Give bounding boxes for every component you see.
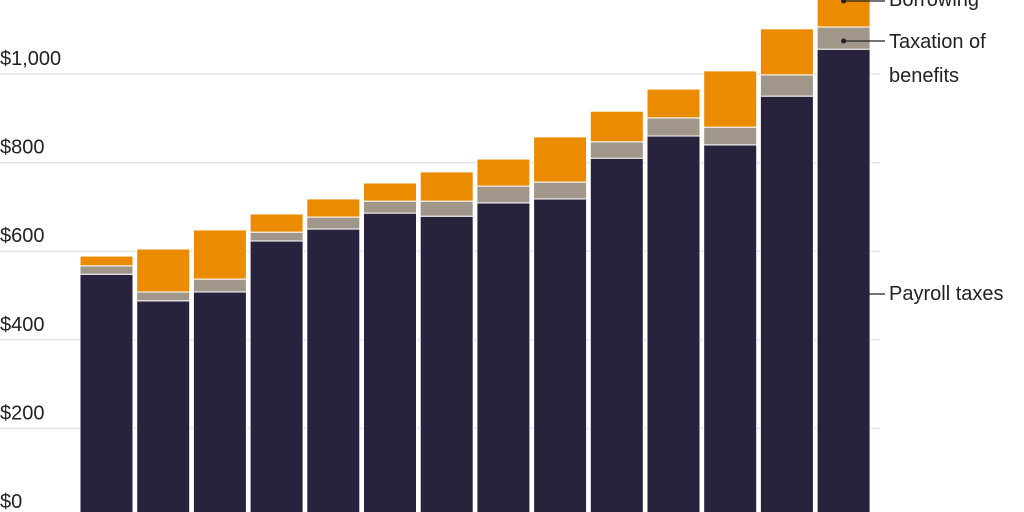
bar-taxation-of-benefits — [816, 26, 871, 50]
bar-borrowing — [816, 0, 871, 28]
legend-borrowing: Borrowing — [889, 0, 979, 11]
bar-payroll-taxes — [419, 215, 474, 512]
legend-payroll-taxes: Payroll taxes — [889, 283, 1004, 305]
bar-borrowing — [703, 70, 758, 128]
y-tick-label: $400 — [0, 314, 45, 336]
bar-taxation-of-benefits — [79, 265, 134, 275]
bar-borrowing — [589, 110, 644, 143]
legend-taxation-line1: Taxation of — [889, 31, 986, 53]
bar-payroll-taxes — [476, 202, 531, 512]
bar-taxation-of-benefits — [136, 291, 191, 302]
bar-payroll-taxes — [703, 144, 758, 512]
bar-borrowing — [306, 198, 361, 218]
leader-dot-taxation — [841, 38, 847, 44]
y-tick-label: $600 — [0, 225, 45, 247]
bar-borrowing — [533, 136, 588, 183]
leader-dot-borrowing — [841, 0, 847, 4]
bar-payroll-taxes — [646, 135, 701, 512]
bar-borrowing — [476, 158, 531, 187]
bar-payroll-taxes — [136, 300, 191, 512]
bar-borrowing — [249, 213, 304, 233]
bars — [79, 0, 871, 512]
legend-leader-lines — [841, 0, 885, 295]
bar-payroll-taxes — [533, 198, 588, 512]
y-tick-label: $1,000 — [0, 48, 61, 70]
bar-borrowing — [79, 255, 134, 267]
y-tick-label: $800 — [0, 137, 45, 159]
legend-taxation-line2: benefits — [889, 65, 959, 87]
bar-taxation-of-benefits — [306, 216, 361, 230]
bar-borrowing — [646, 88, 701, 119]
bar-taxation-of-benefits — [419, 200, 474, 217]
bar-taxation-of-benefits — [363, 200, 417, 214]
bar-borrowing — [363, 182, 417, 202]
y-axis-labels: $0 $200 $400 $600 $800 $1,000 — [0, 48, 61, 512]
bar-taxation-of-benefits — [703, 126, 758, 146]
bar-taxation-of-benefits — [646, 117, 701, 137]
bar-payroll-taxes — [79, 273, 134, 512]
bar-payroll-taxes — [363, 212, 417, 512]
bar-payroll-taxes — [759, 95, 814, 512]
bar-taxation-of-benefits — [759, 74, 814, 97]
bar-taxation-of-benefits — [249, 231, 304, 242]
bar-payroll-taxes — [306, 228, 361, 512]
y-tick-label: $0 — [0, 491, 22, 512]
bar-payroll-taxes — [816, 48, 871, 512]
bar-payroll-taxes — [192, 291, 247, 512]
bar-borrowing — [419, 171, 474, 202]
bar-payroll-taxes — [249, 240, 304, 512]
bar-taxation-of-benefits — [476, 185, 531, 204]
y-tick-label: $200 — [0, 402, 45, 424]
bar-borrowing — [759, 28, 814, 76]
bar-taxation-of-benefits — [589, 141, 644, 159]
bar-taxation-of-benefits — [533, 181, 588, 200]
bar-borrowing — [192, 229, 247, 280]
bar-payroll-taxes — [589, 157, 644, 512]
bar-taxation-of-benefits — [192, 278, 247, 293]
bar-borrowing — [136, 248, 191, 293]
